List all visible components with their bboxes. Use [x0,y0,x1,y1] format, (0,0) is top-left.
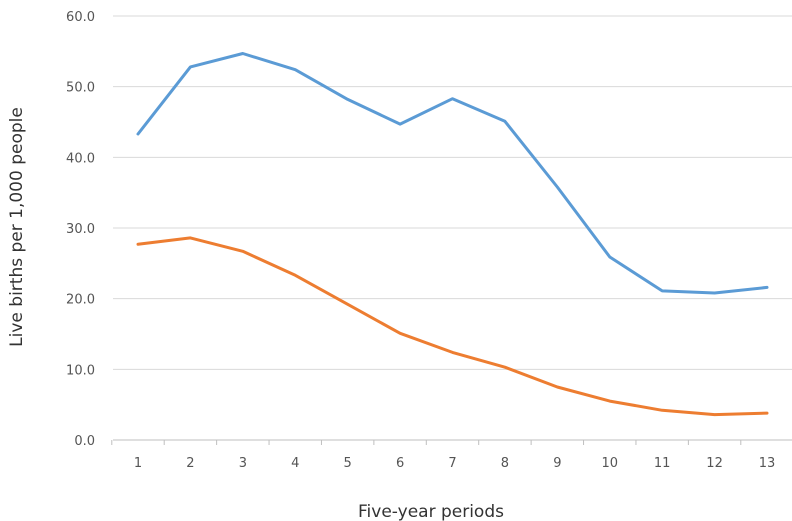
y-tick-label: 0.0 [74,434,95,449]
y-tick-label: 10.0 [66,363,95,378]
x-tick-label: 2 [186,456,194,471]
gridlines [113,15,792,370]
series-line-2 [136,236,769,417]
x-tick-label: 10 [601,456,618,471]
y-tick-label: 20.0 [66,293,95,308]
x-tick-label: 4 [291,456,299,471]
x-tick-label: 9 [553,456,561,471]
y-tick-label: 60.0 [66,10,95,25]
x-tick-label: 11 [654,456,671,471]
x-tick-label: 12 [706,456,723,471]
y-tick-labels: 0.0 10.0 20.0 30.0 40.0 50.0 60.0 [66,10,95,449]
series-line-1 [136,52,769,295]
y-tick-label: 40.0 [66,151,95,166]
x-tick-label: 1 [134,456,142,471]
x-tick-label: 3 [239,456,247,471]
series-lines [136,52,769,417]
y-tick-label: 50.0 [66,81,95,96]
y-axis-title: Live births per 1,000 people [7,107,27,347]
x-tick-label: 7 [448,456,456,471]
x-axis-title: Five-year periods [358,502,504,521]
x-tick-labels: 1 2 3 4 5 6 7 8 9 10 11 12 13 [134,456,775,471]
y-tick-label: 30.0 [66,222,95,237]
x-tick-label: 8 [501,456,509,471]
axes [111,439,792,445]
x-tick-label: 13 [759,456,776,471]
x-tick-label: 5 [344,456,352,471]
x-tick-label: 6 [396,456,404,471]
